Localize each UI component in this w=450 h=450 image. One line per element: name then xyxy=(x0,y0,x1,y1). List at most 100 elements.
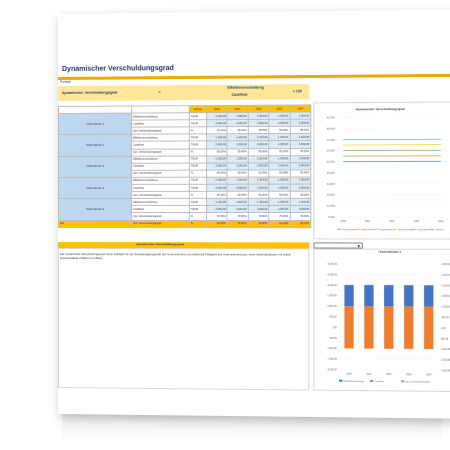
legend-label: Unternehmen 1 xyxy=(342,228,358,231)
x-tick-label: 2022 xyxy=(389,220,395,223)
section2-title: dynamischer Verschuldungsgrad xyxy=(136,242,184,246)
y2-tick-label: 1.500,00 xyxy=(441,359,450,362)
legend-label: Zielwert xyxy=(436,228,444,231)
table-cell: 60,00% xyxy=(227,170,248,177)
y2-tick-label: 0,00 xyxy=(441,327,447,330)
y-tick-label: 500,00 xyxy=(330,337,338,340)
table-cell: 1.300,00 xyxy=(248,177,269,184)
y-tick-label: -2.500,00 xyxy=(327,273,338,276)
legend-swatch xyxy=(401,380,404,382)
table-cell: 1.400,00 xyxy=(207,199,228,206)
row-unit: TEUR xyxy=(189,184,206,191)
summary-metric: dyn. Verschuldungsgrad xyxy=(132,220,190,227)
table-cell: 50,00% xyxy=(207,127,228,134)
table-cell: 55,00% xyxy=(290,148,311,155)
summary-unit: % xyxy=(189,220,206,227)
table-cell: 70,00% xyxy=(269,213,290,220)
summary-label: Ziel xyxy=(58,220,131,227)
y2-tick-label: 500,00 xyxy=(441,337,449,340)
bar-chart: -3.000,00 -3.000,00-2.500,00 -2.500,00-2.0… xyxy=(314,250,450,394)
company-name: Unternehmen 4 xyxy=(58,177,131,198)
table-cell: 1.200,00 xyxy=(227,156,248,163)
row-unit: TEUR xyxy=(189,120,206,127)
table-cell: 2.000,00 xyxy=(290,163,311,170)
y2-tick-label: -1.000,00 xyxy=(441,306,450,309)
table-cell: 55,00% xyxy=(248,148,269,155)
row-unit: % xyxy=(189,170,206,177)
formula-box: dynamischer Verschuldungsgrad = Effektiv… xyxy=(58,84,309,101)
year-header: 2024 xyxy=(290,105,311,112)
y-tick-label: -1.000,00 xyxy=(327,305,338,308)
gridline xyxy=(339,370,439,371)
company-name: Unternehmen 5 xyxy=(58,199,131,220)
row-unit: % xyxy=(189,149,206,156)
bar xyxy=(364,306,373,348)
row-unit: TEUR xyxy=(189,163,206,170)
row-label: Cashflow xyxy=(132,206,190,213)
x-tick-label: 2024 xyxy=(438,220,444,223)
table-cell: 1.300,00 xyxy=(207,177,228,184)
y-tick-label: 10,00% xyxy=(327,205,336,208)
y2-tick-label: -1.500,00 xyxy=(441,295,450,298)
table-cell: 50,00% xyxy=(290,127,311,134)
table-cell: 2.000,00 xyxy=(269,163,290,170)
y-tick-label: 1.500,00 xyxy=(328,358,338,361)
table-cell: 2.000,00 xyxy=(269,184,290,191)
table-cell: 2.000,00 xyxy=(248,141,269,148)
y-tick-label: 90,00% xyxy=(327,116,336,119)
bar xyxy=(404,306,413,349)
table-cell: 2.000,00 xyxy=(227,206,248,213)
y2-tick-label: 2.000,00 xyxy=(441,369,450,372)
company-name: Unternehmen 2 xyxy=(58,135,131,157)
y-tick-label: 0,00% xyxy=(328,216,336,219)
y2-tick-label: -500,00 xyxy=(441,316,450,319)
table-cell: 55,00% xyxy=(207,148,228,155)
y2-tick-label: -2.000,00 xyxy=(441,284,450,287)
table-cell: 1.200,00 xyxy=(269,155,290,162)
legend-label: Cashflow xyxy=(374,381,384,383)
page-title: Dynamischer Verschuldungsgrad xyxy=(62,65,174,73)
x-tick-label: 2023 xyxy=(406,373,412,376)
table-cell: 65,00% xyxy=(248,191,269,198)
table-cell: 1.100,00 xyxy=(207,134,228,141)
table-cell: 1.300,00 xyxy=(227,177,248,184)
description-text: Der dynamische Verschuldungsgrad ist ein… xyxy=(60,252,307,261)
table-row: Unternehmen 5 Effektivverschuldung TEUR 1.4… xyxy=(58,198,310,205)
summary-cell: 60,00% xyxy=(207,220,228,227)
x-tick-label: 2021 xyxy=(366,373,372,376)
row-label: Cashflow xyxy=(132,184,190,191)
table-cell: 2.000,00 xyxy=(227,163,248,170)
table-cell: 2.000,00 xyxy=(227,141,248,148)
table-cell: 55,00% xyxy=(227,148,248,155)
x-tick-label: 2020 xyxy=(346,373,352,376)
table-cell: 2.000,00 xyxy=(269,141,290,148)
table-cell: 1.100,00 xyxy=(227,134,248,141)
x-tick-label: 2024 xyxy=(426,373,432,376)
summary-row: Ziel dyn. Verschuldungsgrad% 60,00% 60,00% 6… xyxy=(58,220,310,227)
legend-label: Unternehmen 5 xyxy=(417,228,434,231)
worksheet-page: Dynamischer Verschuldungsgrad Formel dyn… xyxy=(58,9,450,418)
table-cell: 1.100,00 xyxy=(269,134,290,141)
table-cell: 70,00% xyxy=(248,213,269,220)
row-unit: % xyxy=(189,127,206,134)
year-header: 2023 xyxy=(269,105,290,112)
table-cell: 2.000,00 xyxy=(290,206,311,213)
table-cell: 1.100,00 xyxy=(290,134,311,141)
description-box xyxy=(58,248,309,391)
bar xyxy=(424,307,433,350)
bar-chart-title: Unternehmen 1 xyxy=(378,250,401,254)
table-cell: 2.000,00 xyxy=(269,119,290,126)
y2-tick-label: -2.500,00 xyxy=(441,274,450,277)
row-unit: TEUR xyxy=(189,156,206,163)
table-cell: 1.200,00 xyxy=(248,155,269,162)
bar xyxy=(364,285,373,306)
row-unit: TEUR xyxy=(189,113,206,120)
bar xyxy=(344,306,353,348)
legend-swatch xyxy=(370,380,373,382)
row-label: Effektivverschuldung xyxy=(132,199,190,206)
table-cell: 1.400,00 xyxy=(248,199,269,206)
line-chart: 0,00% 10,00% 20,00% 30,00% 40,00% 50,00% 60,00… xyxy=(314,102,450,240)
table-cell: 1.300,00 xyxy=(290,177,311,184)
summary-cell: 60,00% xyxy=(269,220,290,227)
y-tick-label: 30,00% xyxy=(327,183,336,186)
